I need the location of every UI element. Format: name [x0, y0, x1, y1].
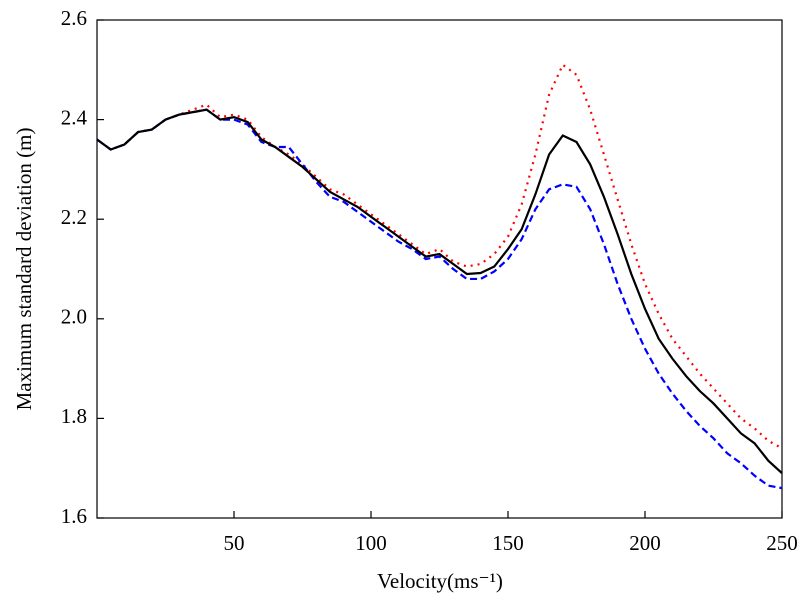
plot-frame	[96, 19, 783, 519]
x-tick-label: 50	[224, 531, 245, 555]
series-line	[96, 108, 783, 474]
x-axis-label: Velocity(ms⁻¹)	[377, 569, 503, 593]
series-line	[96, 63, 783, 450]
y-axis-label: Maximum standard deviation (m)	[12, 128, 36, 411]
x-tick-label: 250	[766, 531, 798, 555]
y-tick-label: 1.8	[61, 404, 87, 428]
series-line	[96, 108, 783, 490]
y-tick-label: 2.4	[61, 105, 88, 129]
x-tick-label: 100	[355, 531, 387, 555]
y-tick-label: 2.6	[61, 6, 87, 30]
x-tick-label: 150	[492, 531, 524, 555]
y-tick-label: 2.0	[61, 305, 87, 329]
y-tick-label: 1.6	[61, 504, 87, 528]
y-tick-label: 2.2	[61, 205, 87, 229]
x-tick-label: 200	[629, 531, 661, 555]
